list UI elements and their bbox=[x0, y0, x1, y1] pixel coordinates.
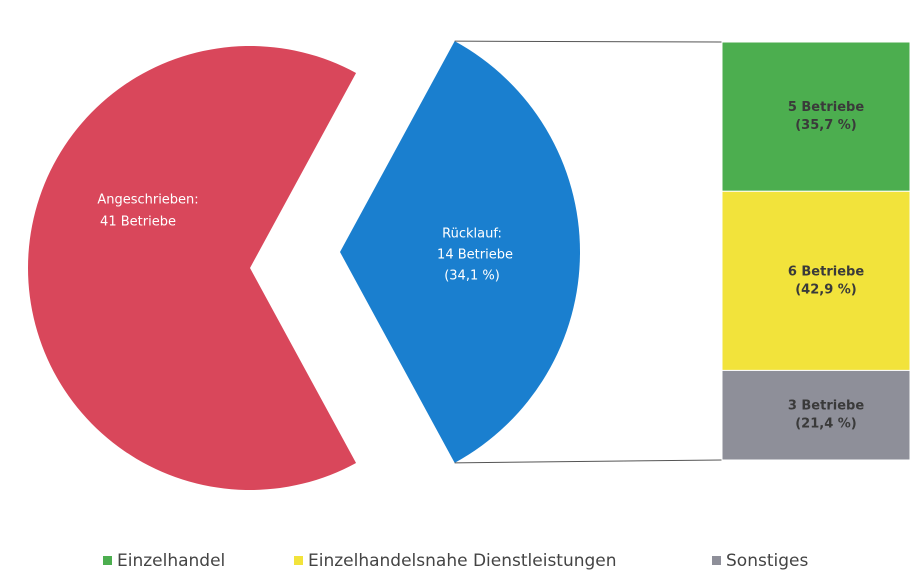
data-label: (35,7 %) bbox=[795, 118, 857, 133]
legend-label: Einzelhandel bbox=[117, 551, 225, 571]
data-label: 3 Betriebe bbox=[788, 399, 865, 414]
data-label: 5 Betriebe bbox=[788, 100, 865, 115]
bar-segment bbox=[721, 369, 910, 461]
pie-slice bbox=[28, 46, 357, 490]
legend-label: Einzelhandelsnahe Dienstleistungen bbox=[308, 551, 617, 571]
legend-swatch bbox=[103, 556, 112, 565]
bar-segment bbox=[721, 41, 910, 192]
data-label: (21,4 %) bbox=[795, 417, 857, 432]
data-label: Angeschrieben: bbox=[97, 193, 198, 208]
pie-slice bbox=[340, 41, 580, 463]
data-label: (34,1 %) bbox=[444, 269, 500, 284]
data-label: 14 Betriebe bbox=[437, 248, 513, 263]
connector bbox=[454, 459, 723, 464]
connector bbox=[454, 40, 723, 43]
data-label: Rücklauf: bbox=[442, 227, 502, 242]
data-label: (42,9 %) bbox=[795, 282, 857, 297]
legend-label: Sonstiges bbox=[726, 551, 808, 571]
data-label: 6 Betriebe bbox=[788, 264, 865, 279]
data-label: 41 Betriebe bbox=[100, 215, 176, 230]
legend-swatch bbox=[294, 556, 303, 565]
legend-swatch bbox=[712, 556, 721, 565]
bar-segment bbox=[721, 190, 910, 371]
